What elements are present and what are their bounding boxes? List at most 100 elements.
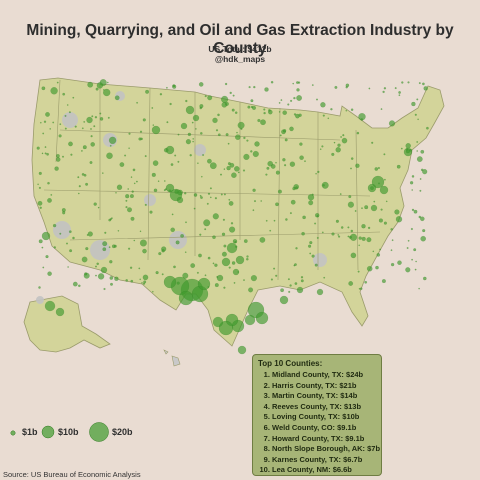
county-bubble (398, 91, 401, 94)
county-bubble (207, 95, 213, 101)
county-bubble (423, 86, 428, 91)
county-bubble (259, 237, 266, 243)
county-bubble (202, 154, 205, 156)
county-bubble-large (367, 183, 377, 193)
county-bubble (111, 244, 116, 249)
county-bubble (47, 198, 52, 203)
county-bubble-large (197, 277, 211, 291)
county-bubble (282, 110, 287, 115)
county-bubble (260, 119, 266, 126)
county-bubble (206, 202, 209, 205)
county-bubble (190, 263, 196, 268)
county-bubble (212, 117, 218, 124)
county-bubble (234, 111, 238, 114)
county-bubble (38, 239, 43, 244)
county-bubble (280, 288, 284, 293)
county-bubble (128, 147, 130, 149)
county-bubble (268, 109, 271, 112)
county-bubble (198, 253, 202, 258)
county-bubble (103, 88, 111, 97)
county-bubble (394, 87, 397, 90)
county-bubble (357, 270, 360, 273)
county-bubble (164, 180, 166, 182)
county-bubble (233, 282, 236, 284)
county-bubble (426, 126, 429, 130)
county-bubble (196, 271, 199, 274)
county-bubble (383, 153, 386, 156)
county-bubble (139, 239, 147, 247)
county-bubble (301, 231, 305, 236)
county-bubble (250, 105, 254, 109)
county-bubble (287, 278, 290, 281)
county-bubble (290, 199, 296, 205)
county-bubble (70, 153, 73, 156)
county-bubble (68, 230, 72, 234)
county-bubble-large (232, 268, 240, 276)
county-bubble (373, 200, 376, 203)
county-bubble (204, 274, 207, 277)
county-bubble (358, 287, 361, 290)
county-bubble (232, 94, 235, 97)
county-bubble (64, 114, 67, 117)
county-bubble (157, 180, 160, 182)
county-bubble (296, 88, 300, 92)
county-bubble (321, 181, 329, 189)
county-bubble (405, 267, 411, 273)
county-bubble (152, 124, 155, 126)
county-bubble (74, 125, 77, 128)
county-bubble-large (180, 122, 188, 130)
county-bubble (124, 154, 127, 157)
county-bubble (327, 117, 330, 120)
county-bubble (243, 279, 245, 281)
county-bubble (107, 116, 110, 119)
county-bubble (345, 109, 348, 112)
county-bubble (311, 84, 314, 86)
county-bubble (382, 90, 385, 94)
county-bubble (350, 108, 354, 111)
county-bubble (39, 206, 42, 209)
county-bubble (270, 80, 274, 84)
county-bubble (229, 226, 236, 233)
no-data-area (53, 221, 71, 239)
county-bubble (199, 106, 203, 110)
county-bubble (217, 133, 221, 137)
county-bubble (280, 99, 283, 101)
county-bubble (185, 221, 187, 224)
county-bubble (322, 114, 325, 117)
county-bubble (246, 257, 249, 261)
county-bubble (132, 168, 136, 172)
county-bubble (212, 235, 216, 239)
county-bubble (185, 99, 188, 103)
county-bubble (139, 130, 143, 133)
county-bubble (41, 86, 46, 91)
county-bubble (263, 111, 266, 115)
county-bubble (407, 239, 410, 242)
county-bubble (66, 242, 68, 245)
county-bubble (209, 162, 217, 170)
county-bubble (410, 227, 413, 231)
county-bubble (227, 142, 230, 145)
county-bubble (302, 215, 306, 220)
county-bubble (234, 241, 237, 244)
county-bubble (284, 164, 287, 167)
county-bubble (125, 199, 128, 202)
county-bubble (161, 246, 167, 252)
county-bubble (191, 121, 194, 124)
no-data-area (313, 253, 327, 267)
county-bubble (295, 186, 298, 189)
county-bubble (108, 136, 117, 145)
county-bubble (396, 164, 401, 169)
county-bubble (275, 170, 280, 175)
county-bubble-large (255, 311, 269, 325)
county-bubble (321, 231, 324, 234)
county-bubble (230, 222, 234, 225)
county-bubble (400, 147, 403, 150)
county-bubble (170, 227, 175, 233)
county-bubble (417, 118, 419, 121)
us-total: US Total: $412b (208, 44, 272, 54)
county-bubble (383, 221, 387, 225)
county-bubble (72, 96, 75, 99)
county-bubble (267, 160, 273, 167)
county-bubble (139, 230, 142, 233)
county-bubble (420, 235, 426, 242)
